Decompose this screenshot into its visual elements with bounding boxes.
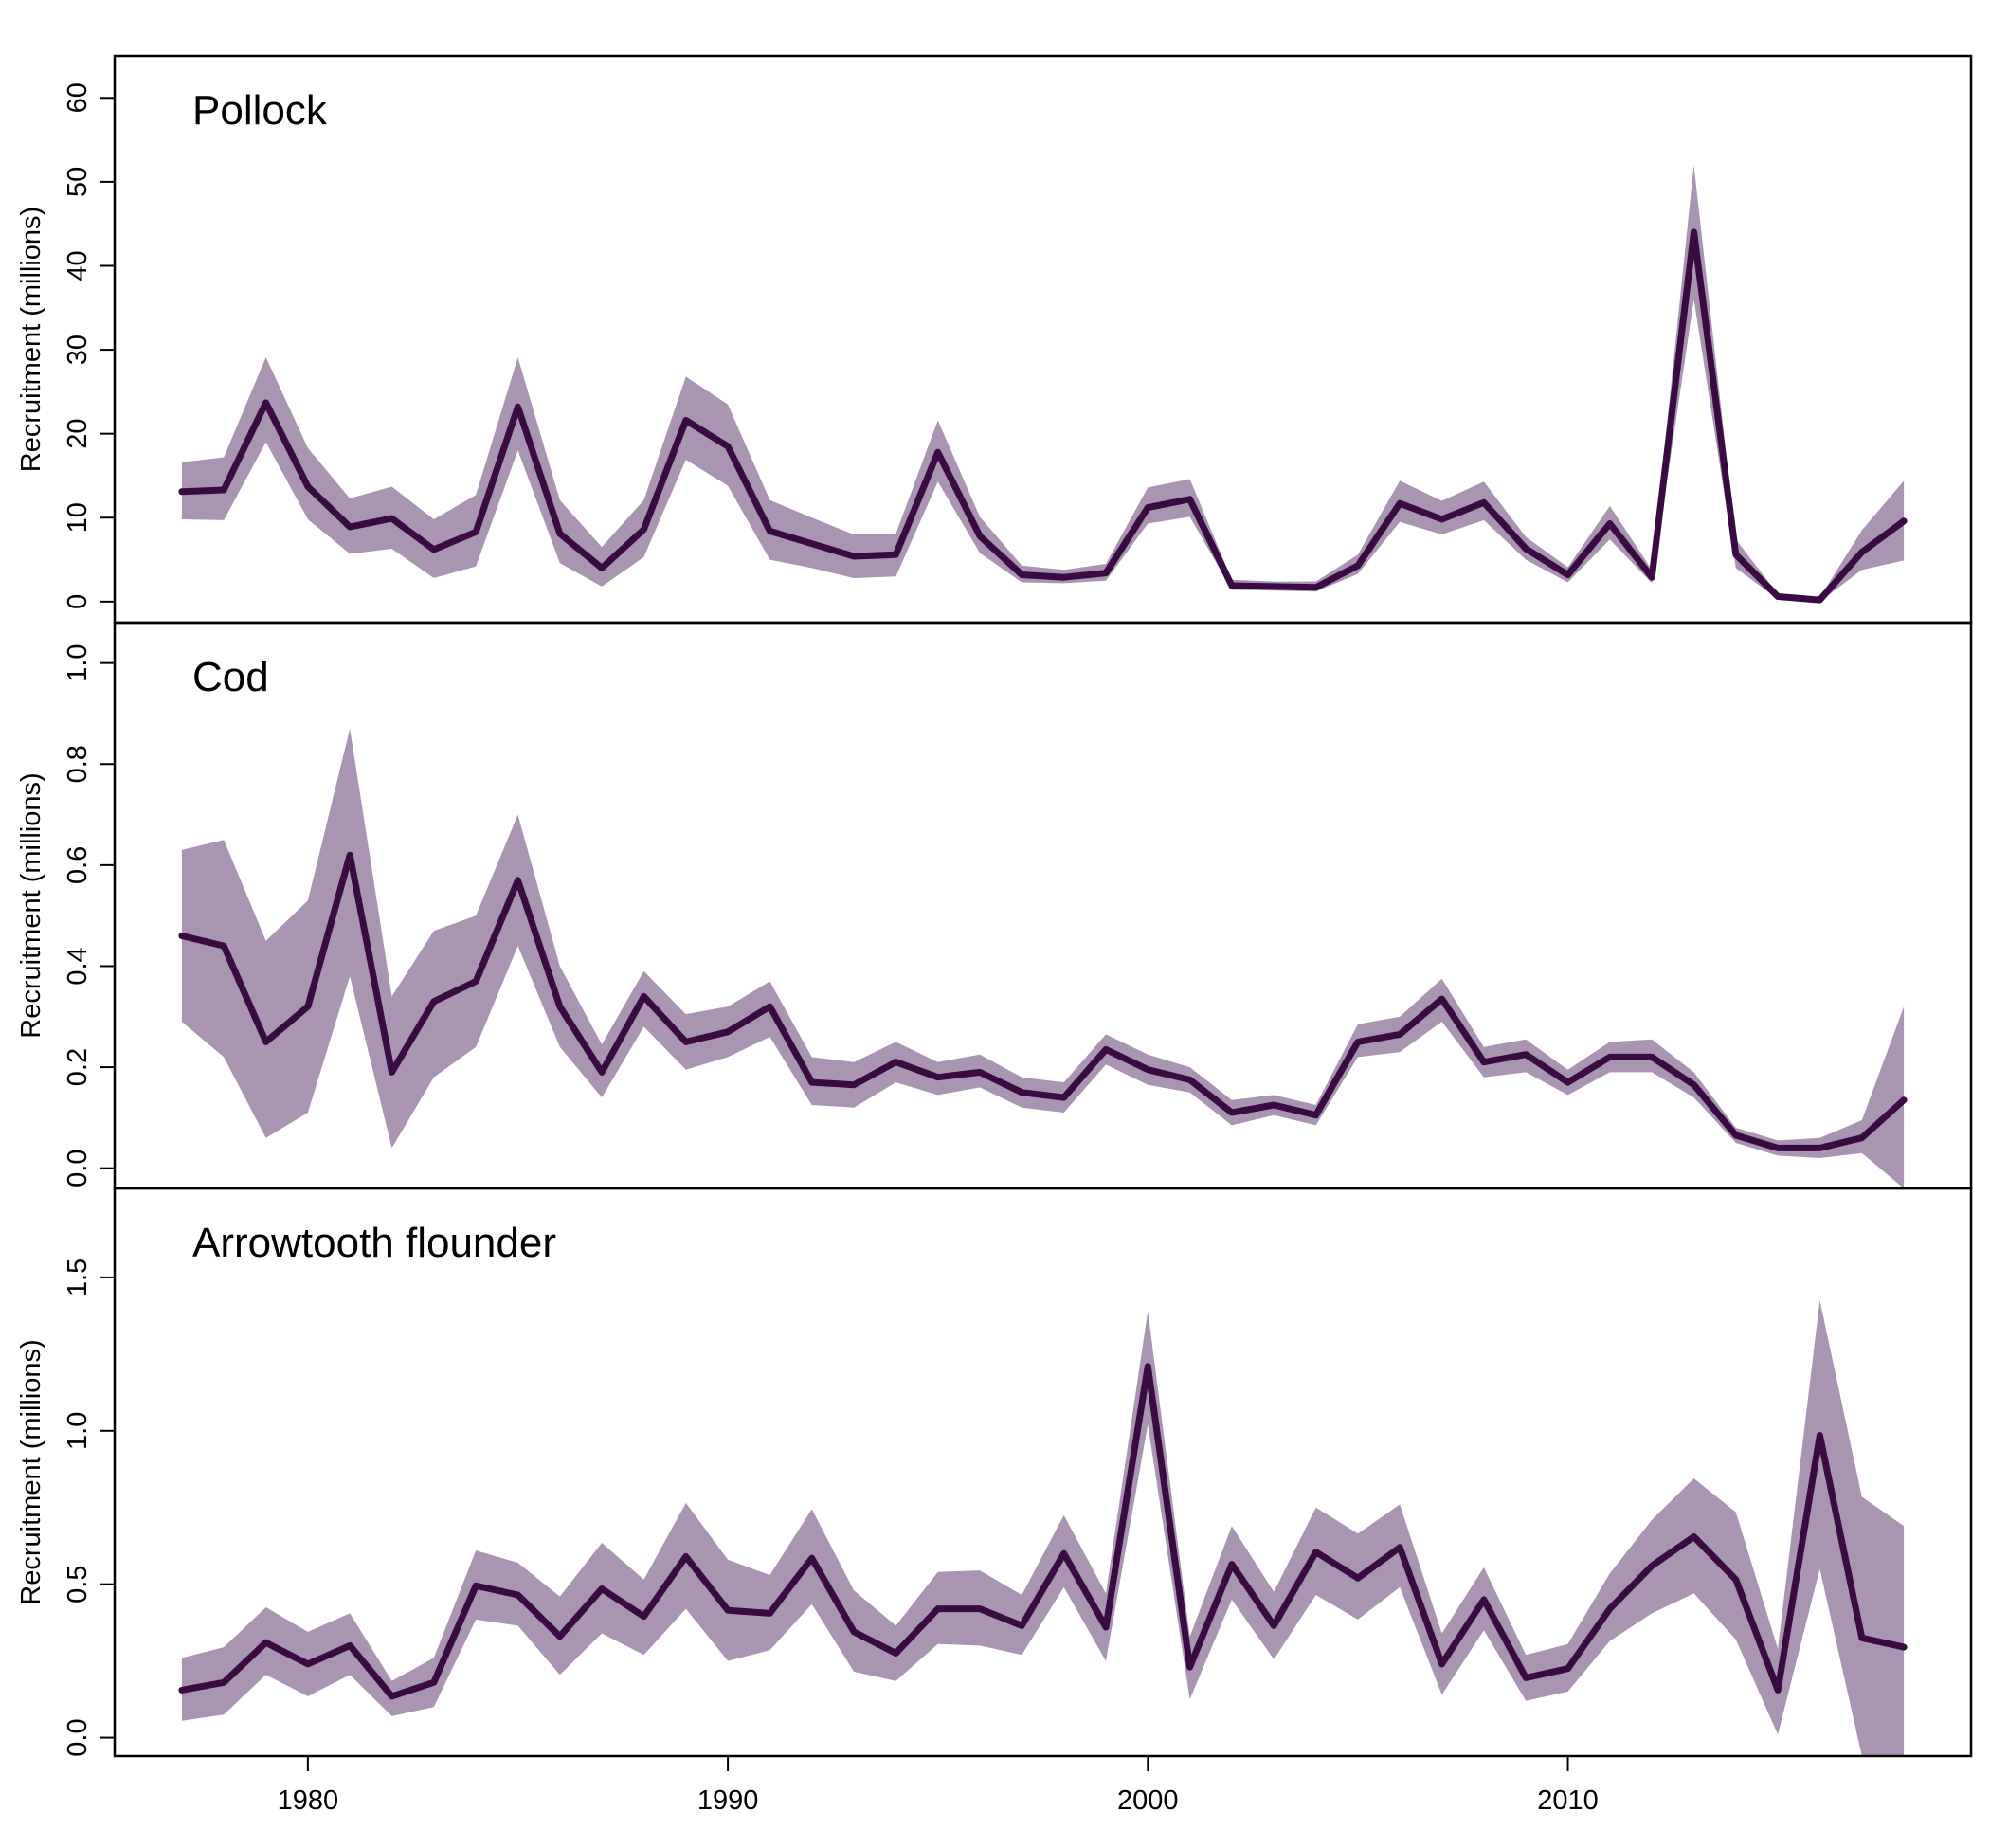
y-tick-label: 0 — [63, 594, 93, 609]
panel-3: Arrowtooth flounder 0.0 0.5 1.0 1.5 Recruitme… — [16, 1187, 1973, 1816]
panels: Pollock 0 10 20 30 40 50 60 Recruitment (million… — [16, 54, 1973, 1816]
y-tick-label: 60 — [63, 82, 93, 113]
x-tick-label: 2010 — [1537, 1785, 1599, 1816]
recruitment-line — [178, 228, 1908, 604]
y-tick-label: 1.5 — [63, 1259, 93, 1296]
y-tick-label: 50 — [63, 167, 93, 197]
y-tick-label: 0.0 — [63, 1718, 93, 1756]
confidence-band — [181, 728, 1905, 1188]
confidence-band — [181, 1300, 1905, 1756]
y-tick-label: 0.2 — [63, 1048, 93, 1086]
y-tick-label: 0.5 — [63, 1566, 93, 1603]
recruitment-line — [178, 851, 1908, 1151]
panel-frame — [113, 1187, 1973, 1758]
panel-title: Cod — [192, 654, 269, 700]
y-axis-label: Recruitment (millions) — [16, 1339, 46, 1604]
y-tick-label: 30 — [63, 335, 93, 365]
y-tick-label: 0.6 — [63, 846, 93, 884]
y-tick-label: 0.0 — [63, 1150, 93, 1187]
x-tick-label: 1980 — [278, 1785, 339, 1816]
y-tick-label: 1.0 — [63, 1412, 93, 1450]
y-tick-label: 1.0 — [63, 643, 93, 681]
panel-2: Cod 0.0 0.2 0.4 0.6 0.8 1.0 Recruitment (millio… — [16, 621, 1973, 1190]
panel-title: Arrowtooth flounder — [192, 1220, 556, 1266]
y-tick-label: 20 — [63, 419, 93, 449]
panel-title: Pollock — [192, 87, 328, 134]
y-axis-label: Recruitment (millions) — [16, 207, 46, 472]
confidence-band — [181, 165, 1905, 602]
panel-1: Pollock 0 10 20 30 40 50 60 Recruitment (million… — [16, 54, 1973, 625]
x-tick-label: 2000 — [1117, 1785, 1179, 1816]
x-tick-label: 1990 — [697, 1785, 759, 1816]
recruitment-line — [178, 1363, 1908, 1700]
y-axis-label: Recruitment (millions) — [16, 772, 46, 1038]
y-tick-label: 0.4 — [63, 947, 93, 985]
y-tick-label: 10 — [63, 502, 93, 533]
y-tick-label: 0.8 — [63, 745, 93, 783]
y-tick-label: 40 — [63, 250, 93, 281]
